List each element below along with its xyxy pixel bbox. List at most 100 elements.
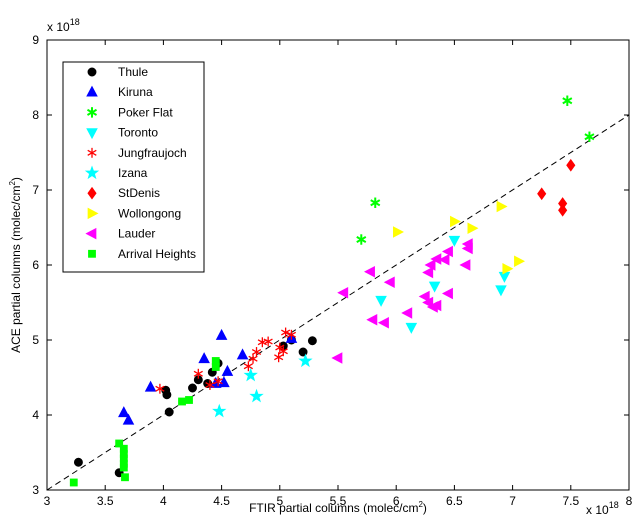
legend-entry: StDenis [87,186,160,200]
marker-shape [115,439,124,448]
marker-shape [118,406,130,418]
y-axis-multiplier-base: x 10 [47,20,70,34]
legend-entry: Lauder [85,227,155,241]
legend-marker [87,186,97,200]
legend-entry: Wollongong [87,206,181,220]
dashed-reference-line [46,114,630,491]
marker-stroke [251,348,262,356]
marker-shape [424,259,436,271]
marker-stroke [87,149,97,156]
legend-label: Izana [118,166,148,180]
x-axis-multiplier-base: x 10 [586,503,609,517]
x-axis-label-end: ) [423,501,427,515]
data-point [185,396,193,404]
legend-label: Jungfraujoch [118,146,187,160]
marker-stroke [275,344,285,351]
data-point [121,473,129,482]
data-point [249,388,264,403]
marker-shape [249,388,264,403]
x-axis-label-text: FTIR partial columns (molec/cm [249,501,418,515]
legend-label: Wollongong [118,206,181,220]
y-tick-label: 4 [32,408,39,422]
series-lauder [331,238,473,364]
legend-entry: Toronto [86,126,158,140]
marker-shape [211,363,220,371]
marker-shape [215,328,228,340]
series-arrival-heights [69,357,220,487]
data-point [212,403,227,418]
marker-shape [212,403,227,418]
data-point [251,347,262,357]
marker-shape [87,186,97,200]
ticks: 3 3.5 4 4.5 5 5.5 6 6.5 7 7.5 8 3 4 5 6 7 8 9 [32,33,632,508]
x-tick-label: 7 [509,494,516,508]
legend-entry: Kiruna [86,85,153,99]
legend-label: Toronto [118,126,158,140]
data-point [243,361,253,372]
data-point [144,380,157,392]
series-stdenis [537,158,576,217]
data-point [584,131,595,142]
marker-shape [448,235,461,247]
marker-stroke [155,385,165,392]
marker-shape [401,307,413,319]
x-tick-label: 6 [393,494,400,508]
y-tick-label: 5 [32,333,39,347]
y-tick-label: 7 [32,183,39,197]
marker-shape [298,353,313,368]
marker-shape [514,255,525,268]
data-point [274,352,284,363]
data-point [442,245,453,258]
marker-shape [375,295,387,307]
marker-stroke [257,339,267,346]
marker-shape [428,281,441,293]
data-point [213,376,223,387]
legend-marker [86,85,98,97]
marker-shape [307,336,317,346]
marker-shape [496,200,508,213]
marker-shape [198,352,210,364]
data-point [424,259,436,271]
marker-shape [121,473,129,482]
data-point [422,266,434,279]
marker-shape [422,266,434,279]
data-point [115,439,124,448]
marker-shape [69,478,78,487]
marker-shape [377,316,389,329]
data-point [442,287,453,300]
marker-stroke [562,97,573,105]
x-tick-label: 4.5 [213,494,230,508]
data-point [122,413,135,425]
marker-shape [430,299,442,312]
data-point [119,463,128,472]
marker-shape [236,348,249,360]
legend-label: StDenis [118,186,160,200]
x-tick-label: 8 [626,494,633,508]
marker-shape [178,397,186,406]
marker-shape [298,347,308,357]
legend-label: Poker Flat [118,105,173,119]
data-point [278,346,288,357]
data-point [558,203,568,217]
marker-shape [337,286,349,299]
data-point [263,336,273,347]
legend-marker [87,207,99,220]
series-poker-flat [356,95,595,245]
marker-shape [467,222,479,235]
data-point [164,407,174,417]
marker-shape [442,245,453,258]
marker-shape [73,457,83,467]
marker-shape [87,207,99,220]
marker-shape [86,128,98,140]
x-tick-label: 5 [276,494,283,508]
legend: Thule Kiruna Poker Flat Toronto Jungfraujoch… [62,61,205,273]
marker-shape [459,259,471,271]
legend-box [62,61,205,273]
marker-stroke [205,381,215,389]
x-axis-multiplier: x 1018 [586,500,619,517]
marker-shape [144,380,157,392]
marker-shape [88,249,96,258]
data-points [69,95,595,487]
data-point [218,376,230,388]
data-point [562,95,573,106]
